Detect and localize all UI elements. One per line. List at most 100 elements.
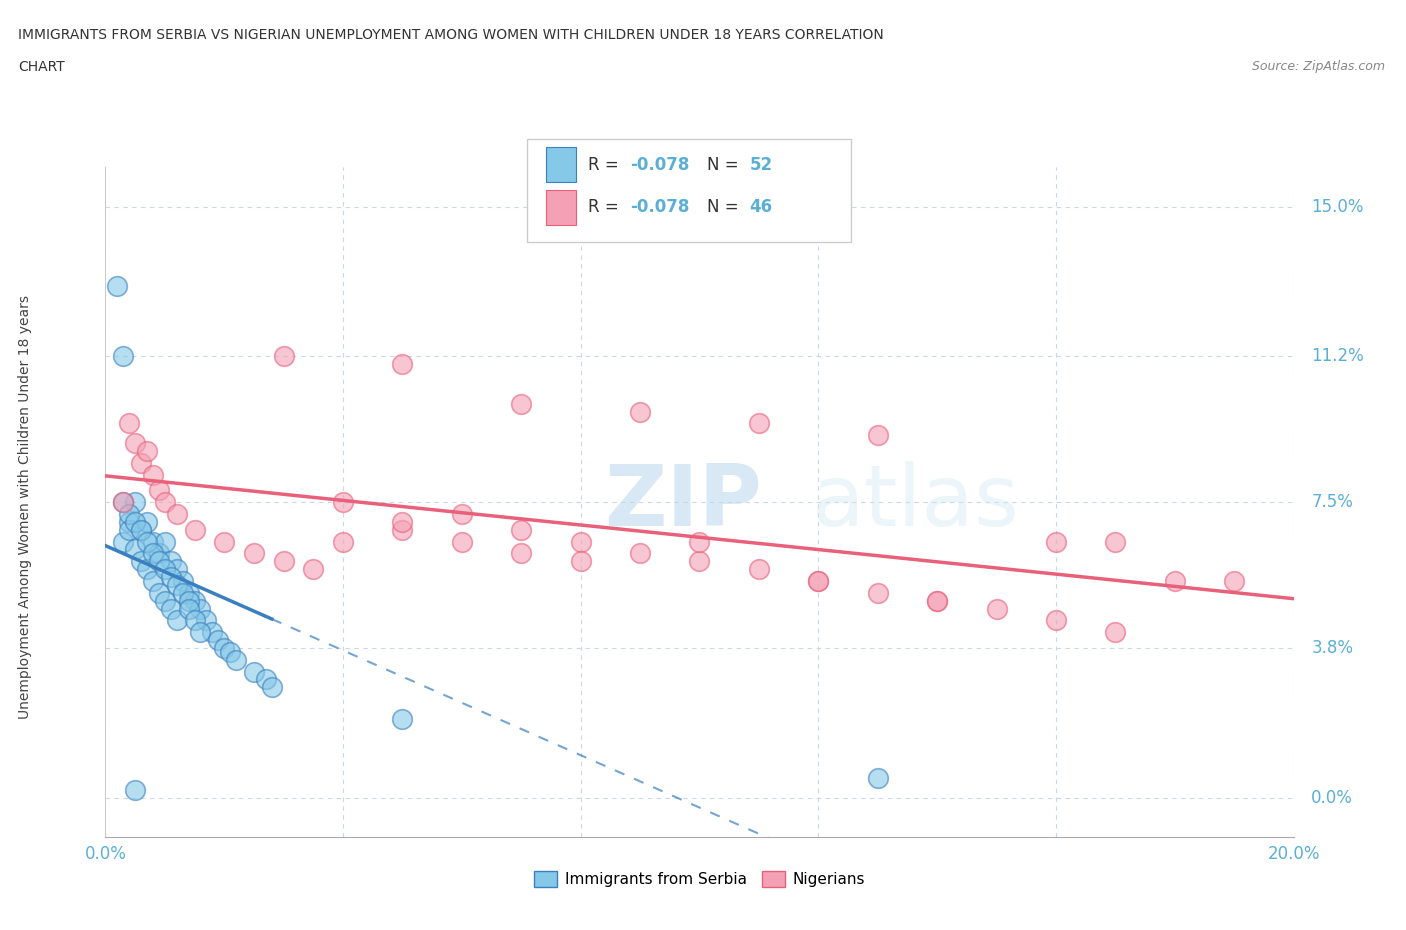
Point bbox=[391, 711, 413, 726]
Point bbox=[243, 546, 266, 561]
Point bbox=[510, 523, 533, 538]
Point bbox=[142, 546, 165, 561]
Point bbox=[190, 625, 212, 640]
Point bbox=[195, 613, 218, 628]
Point bbox=[129, 456, 152, 471]
Text: 11.2%: 11.2% bbox=[1312, 348, 1364, 365]
Point bbox=[332, 495, 354, 510]
Text: R =: R = bbox=[588, 155, 624, 174]
Point bbox=[172, 585, 194, 600]
Text: -0.078: -0.078 bbox=[630, 198, 689, 217]
Point bbox=[148, 585, 170, 600]
Point bbox=[214, 534, 236, 549]
Point bbox=[112, 534, 135, 549]
Point bbox=[1104, 534, 1126, 549]
Point bbox=[148, 546, 170, 561]
Point bbox=[177, 585, 200, 600]
Point bbox=[159, 569, 181, 584]
Point bbox=[159, 601, 181, 616]
Point bbox=[183, 613, 205, 628]
Point bbox=[1164, 574, 1187, 589]
Point bbox=[391, 514, 413, 529]
Point bbox=[166, 507, 188, 522]
Point bbox=[183, 523, 205, 538]
Point bbox=[1104, 625, 1126, 640]
Point bbox=[302, 562, 325, 577]
Point bbox=[260, 680, 283, 695]
Point bbox=[748, 416, 770, 431]
Point bbox=[254, 672, 277, 687]
Text: 0.0%: 0.0% bbox=[1312, 789, 1353, 806]
Point bbox=[927, 593, 949, 608]
Point bbox=[807, 574, 830, 589]
Point bbox=[927, 593, 949, 608]
Point bbox=[124, 435, 146, 450]
Point bbox=[866, 770, 889, 785]
Point bbox=[569, 554, 592, 569]
Point bbox=[569, 534, 592, 549]
Text: 3.8%: 3.8% bbox=[1312, 639, 1354, 657]
Point bbox=[866, 428, 889, 443]
Point bbox=[129, 523, 152, 538]
Text: CHART: CHART bbox=[18, 60, 65, 74]
Point bbox=[136, 514, 159, 529]
Text: R =: R = bbox=[588, 198, 624, 217]
Text: 15.0%: 15.0% bbox=[1312, 198, 1364, 216]
Text: 52: 52 bbox=[749, 155, 772, 174]
Point bbox=[1045, 613, 1067, 628]
Text: Source: ZipAtlas.com: Source: ZipAtlas.com bbox=[1251, 60, 1385, 73]
Point bbox=[118, 416, 141, 431]
Point bbox=[136, 534, 159, 549]
Point bbox=[807, 574, 830, 589]
Point bbox=[1223, 574, 1246, 589]
Point bbox=[112, 495, 135, 510]
Point bbox=[183, 593, 205, 608]
Point bbox=[628, 546, 651, 561]
Point bbox=[148, 554, 170, 569]
Text: atlas: atlas bbox=[813, 460, 1021, 544]
Text: N =: N = bbox=[707, 198, 744, 217]
Point bbox=[177, 593, 200, 608]
Point bbox=[190, 601, 212, 616]
Point bbox=[112, 495, 135, 510]
Point bbox=[153, 562, 176, 577]
Text: -0.078: -0.078 bbox=[630, 155, 689, 174]
Point bbox=[225, 652, 247, 667]
Point bbox=[391, 357, 413, 372]
Text: 46: 46 bbox=[749, 198, 772, 217]
Point bbox=[153, 495, 176, 510]
Point bbox=[124, 542, 146, 557]
Point bbox=[136, 444, 159, 458]
Point bbox=[153, 534, 176, 549]
Point bbox=[866, 585, 889, 600]
Point bbox=[142, 574, 165, 589]
Point bbox=[129, 554, 152, 569]
Point bbox=[748, 562, 770, 577]
Point bbox=[172, 574, 194, 589]
Point bbox=[142, 534, 165, 549]
Point bbox=[153, 593, 176, 608]
Point bbox=[124, 514, 146, 529]
Text: Unemployment Among Women with Children Under 18 years: Unemployment Among Women with Children U… bbox=[18, 295, 32, 719]
Point bbox=[689, 534, 711, 549]
Point bbox=[112, 349, 135, 364]
Point bbox=[207, 632, 229, 647]
Point bbox=[510, 396, 533, 411]
Point bbox=[118, 523, 141, 538]
Point bbox=[166, 562, 188, 577]
Point bbox=[689, 554, 711, 569]
Point bbox=[148, 483, 170, 498]
Point bbox=[219, 644, 242, 659]
Point bbox=[118, 514, 141, 529]
Point bbox=[243, 664, 266, 679]
Point bbox=[391, 523, 413, 538]
Point bbox=[450, 507, 472, 522]
Text: 7.5%: 7.5% bbox=[1312, 493, 1353, 512]
Point bbox=[124, 782, 146, 797]
Point bbox=[273, 349, 295, 364]
Point bbox=[332, 534, 354, 549]
Point bbox=[124, 495, 146, 510]
Point bbox=[986, 601, 1008, 616]
Legend: Immigrants from Serbia, Nigerians: Immigrants from Serbia, Nigerians bbox=[527, 865, 872, 893]
Point bbox=[159, 554, 181, 569]
